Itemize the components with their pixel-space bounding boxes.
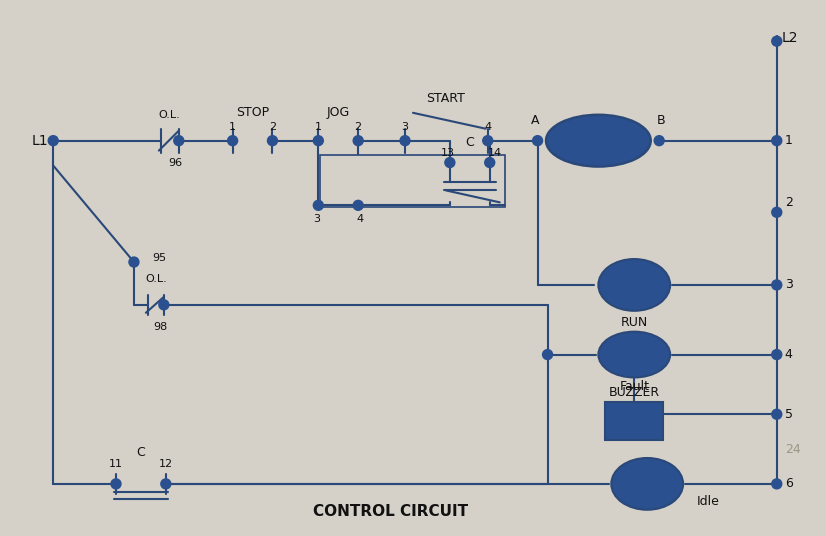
Circle shape: [771, 136, 781, 146]
Text: 3: 3: [313, 214, 320, 224]
Text: B: B: [657, 114, 666, 127]
Circle shape: [228, 136, 238, 146]
Ellipse shape: [611, 458, 683, 510]
Text: 13: 13: [441, 147, 455, 158]
Text: 12: 12: [159, 459, 173, 469]
Circle shape: [313, 200, 323, 210]
Circle shape: [313, 136, 323, 146]
Text: Idle: Idle: [697, 495, 720, 508]
Text: 2: 2: [785, 196, 793, 209]
Text: C: C: [591, 132, 605, 150]
Text: CONTROL CIRCUIT: CONTROL CIRCUIT: [312, 504, 468, 519]
Text: 95: 95: [152, 253, 166, 263]
Text: 3: 3: [785, 278, 793, 292]
Circle shape: [771, 349, 781, 360]
Text: 4: 4: [357, 214, 363, 224]
Circle shape: [485, 158, 495, 168]
Circle shape: [771, 410, 781, 419]
Circle shape: [533, 136, 543, 146]
Circle shape: [771, 479, 781, 489]
Text: 1: 1: [785, 134, 793, 147]
Circle shape: [129, 257, 139, 267]
Circle shape: [159, 300, 169, 310]
Text: A: A: [531, 114, 540, 127]
Circle shape: [771, 280, 781, 290]
Text: L2: L2: [781, 31, 798, 45]
Text: JOG: JOG: [326, 106, 350, 120]
Text: L1: L1: [31, 133, 48, 147]
Circle shape: [482, 136, 493, 146]
Text: C: C: [136, 445, 145, 458]
Circle shape: [268, 136, 278, 146]
Circle shape: [400, 136, 410, 146]
Text: RUN: RUN: [620, 316, 648, 329]
Text: 1: 1: [315, 122, 322, 132]
Circle shape: [543, 349, 553, 360]
Text: O.L.: O.L.: [158, 110, 180, 120]
Circle shape: [354, 200, 363, 210]
Text: 5: 5: [785, 408, 793, 421]
Circle shape: [111, 479, 121, 489]
Ellipse shape: [598, 332, 670, 377]
Ellipse shape: [546, 115, 651, 167]
Circle shape: [354, 136, 363, 146]
Ellipse shape: [598, 259, 670, 311]
Text: STOP: STOP: [236, 106, 269, 120]
Text: START: START: [426, 92, 465, 106]
Text: Fault: Fault: [620, 380, 649, 393]
Text: 96: 96: [169, 158, 183, 168]
Circle shape: [445, 158, 455, 168]
Text: 2: 2: [269, 122, 276, 132]
Text: 6: 6: [785, 478, 793, 490]
Bar: [605, 403, 663, 440]
Circle shape: [161, 479, 171, 489]
Circle shape: [48, 136, 58, 146]
Text: 2: 2: [354, 122, 362, 132]
Circle shape: [771, 36, 781, 46]
Text: 1: 1: [229, 122, 236, 132]
Text: 3: 3: [401, 122, 409, 132]
Text: 11: 11: [109, 459, 123, 469]
FancyBboxPatch shape: [320, 154, 505, 207]
Circle shape: [654, 136, 664, 146]
Text: 4: 4: [785, 348, 793, 361]
Circle shape: [173, 136, 183, 146]
Text: 4: 4: [484, 122, 491, 132]
Text: C: C: [465, 136, 474, 149]
Text: 24: 24: [785, 443, 800, 456]
Circle shape: [771, 207, 781, 217]
Text: 98: 98: [154, 322, 168, 332]
Text: 14: 14: [487, 147, 501, 158]
Text: O.L.: O.L.: [145, 274, 167, 284]
Text: BUZZER: BUZZER: [609, 386, 660, 399]
